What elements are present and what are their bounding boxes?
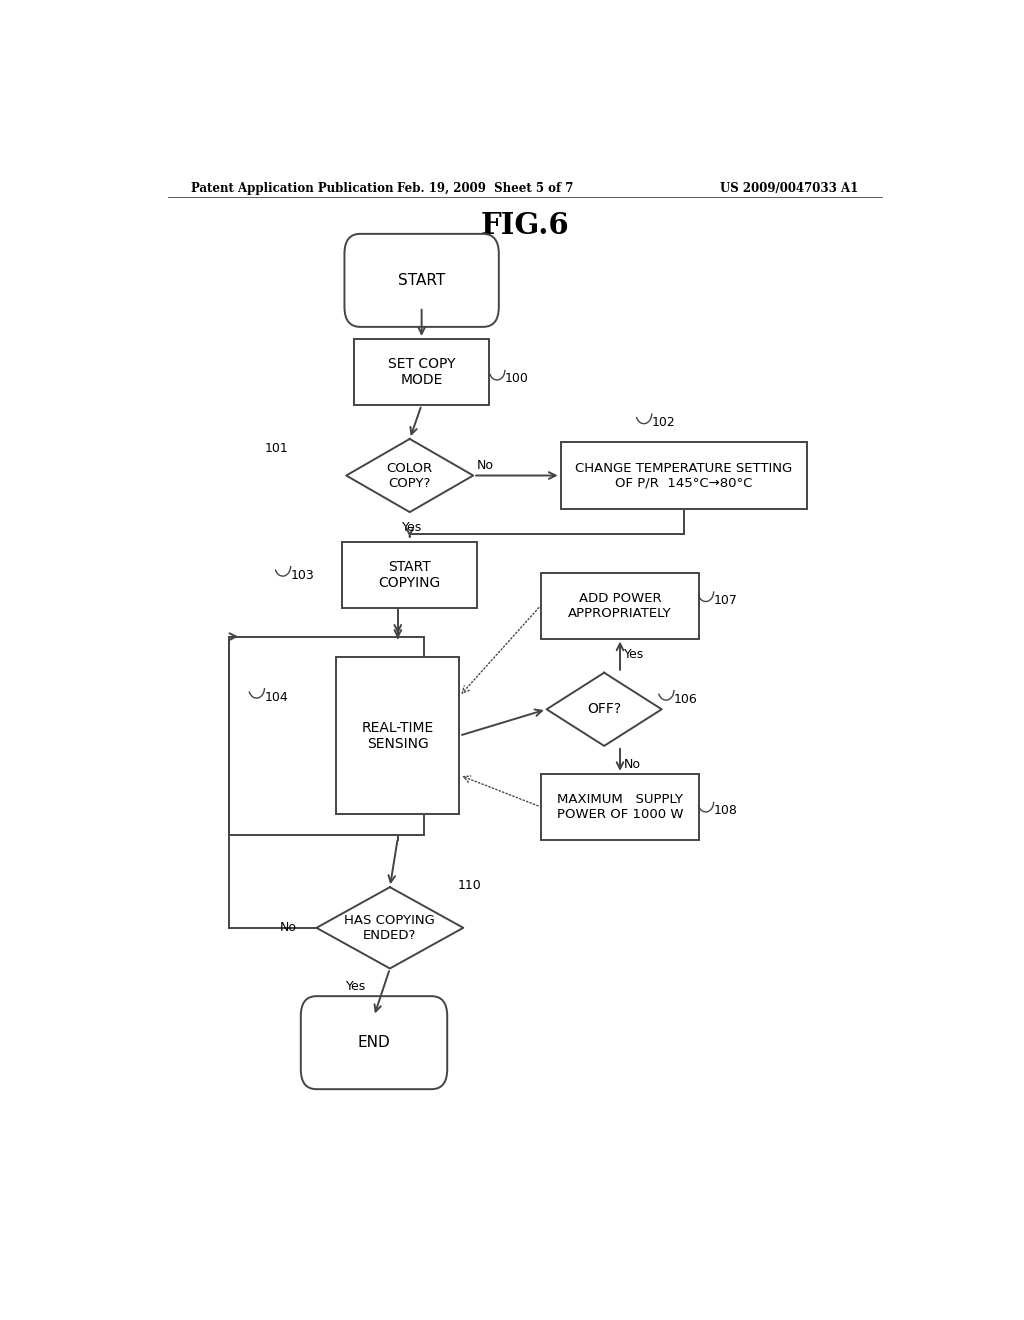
Bar xyxy=(560,442,807,508)
Polygon shape xyxy=(346,440,473,512)
Polygon shape xyxy=(547,673,662,746)
Bar xyxy=(336,657,460,814)
Text: CHANGE TEMPERATURE SETTING
OF P/R  145°C→80°C: CHANGE TEMPERATURE SETTING OF P/R 145°C→… xyxy=(574,462,793,490)
Text: END: END xyxy=(357,1035,390,1051)
Text: No: No xyxy=(477,459,495,471)
Text: 106: 106 xyxy=(674,693,697,706)
Text: 100: 100 xyxy=(505,372,528,385)
Text: SET COPY
MODE: SET COPY MODE xyxy=(388,356,456,387)
Bar xyxy=(342,543,477,609)
Text: FIG.6: FIG.6 xyxy=(480,211,569,240)
FancyBboxPatch shape xyxy=(301,997,447,1089)
Text: Patent Application Publication: Patent Application Publication xyxy=(191,182,394,195)
Text: Yes: Yes xyxy=(624,648,644,661)
Text: No: No xyxy=(624,758,641,771)
Bar xyxy=(541,774,699,840)
Text: 107: 107 xyxy=(714,594,737,607)
Text: Yes: Yes xyxy=(401,521,422,533)
Text: REAL-TIME
SENSING: REAL-TIME SENSING xyxy=(361,721,434,751)
Bar xyxy=(354,339,489,405)
Text: START: START xyxy=(398,273,445,288)
Text: MAXIMUM   SUPPLY
POWER OF 1000 W: MAXIMUM SUPPLY POWER OF 1000 W xyxy=(557,793,683,821)
Text: 101: 101 xyxy=(264,442,288,454)
Text: Yes: Yes xyxy=(346,981,367,993)
Bar xyxy=(229,636,424,834)
Text: START
COPYING: START COPYING xyxy=(379,560,441,590)
Text: HAS COPYING
ENDED?: HAS COPYING ENDED? xyxy=(344,913,435,941)
Polygon shape xyxy=(316,887,463,969)
Text: OFF?: OFF? xyxy=(587,702,622,717)
Text: 108: 108 xyxy=(714,804,737,817)
FancyBboxPatch shape xyxy=(344,234,499,327)
Text: 110: 110 xyxy=(458,879,481,891)
Text: 102: 102 xyxy=(652,416,676,429)
Text: 104: 104 xyxy=(264,690,288,704)
Text: US 2009/0047033 A1: US 2009/0047033 A1 xyxy=(720,182,858,195)
Text: Feb. 19, 2009  Sheet 5 of 7: Feb. 19, 2009 Sheet 5 of 7 xyxy=(397,182,573,195)
Text: No: No xyxy=(280,921,297,935)
Text: COLOR
COPY?: COLOR COPY? xyxy=(387,462,433,490)
Text: 103: 103 xyxy=(291,569,314,582)
Text: ADD POWER
APPROPRIATELY: ADD POWER APPROPRIATELY xyxy=(568,591,672,619)
Bar xyxy=(541,573,699,639)
